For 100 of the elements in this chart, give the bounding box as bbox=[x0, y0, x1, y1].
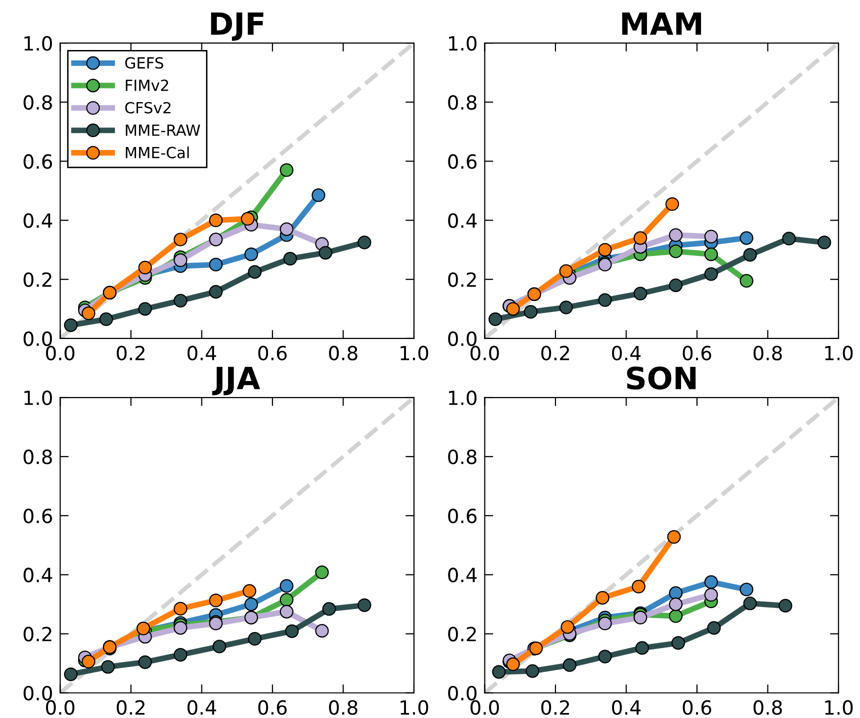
point bbox=[136, 622, 150, 636]
point bbox=[174, 602, 188, 616]
point bbox=[174, 648, 188, 662]
x-tick-label: 0.8 bbox=[754, 700, 782, 715]
y-tick-label: 0.2 bbox=[448, 272, 476, 288]
point bbox=[778, 598, 792, 613]
point bbox=[782, 232, 796, 246]
point bbox=[632, 580, 646, 594]
point bbox=[704, 588, 718, 602]
point bbox=[280, 604, 294, 618]
point bbox=[818, 236, 832, 250]
point bbox=[248, 632, 262, 646]
y-tick-label: 1.0 bbox=[448, 36, 476, 51]
point bbox=[743, 248, 757, 262]
x-tick-label: 1.0 bbox=[825, 346, 853, 360]
point bbox=[743, 596, 757, 610]
x-tick-label: 1.0 bbox=[825, 700, 853, 715]
y-tick-label: 0.4 bbox=[448, 568, 477, 582]
x-tick-label: 0.8 bbox=[754, 346, 782, 360]
point bbox=[668, 244, 683, 258]
point bbox=[322, 602, 336, 616]
point bbox=[668, 586, 683, 600]
point bbox=[280, 222, 294, 236]
point bbox=[635, 641, 649, 655]
point bbox=[244, 247, 258, 262]
point bbox=[560, 620, 574, 634]
point bbox=[174, 294, 188, 308]
point bbox=[64, 318, 78, 332]
point bbox=[596, 590, 610, 605]
point bbox=[209, 284, 223, 299]
x-tick-label: 0.4 bbox=[188, 700, 216, 715]
point bbox=[559, 264, 573, 278]
point bbox=[315, 624, 329, 638]
x-tick-label: 0.8 bbox=[329, 346, 358, 360]
x-tick-label: 1.0 bbox=[400, 700, 428, 715]
point bbox=[174, 232, 188, 246]
point bbox=[704, 575, 718, 589]
point bbox=[668, 597, 683, 612]
point bbox=[668, 228, 683, 242]
chart-title: DJF bbox=[211, 12, 264, 41]
point bbox=[358, 598, 372, 612]
point bbox=[99, 312, 113, 326]
point bbox=[244, 597, 258, 612]
point bbox=[506, 302, 520, 316]
point bbox=[598, 650, 612, 664]
point bbox=[82, 306, 96, 320]
point bbox=[283, 252, 297, 266]
legend-label: MME-Cal bbox=[126, 146, 189, 158]
legend-label: FIMv2 bbox=[126, 80, 168, 91]
legend-label: CFSv2 bbox=[125, 102, 170, 114]
y-tick-label: 0.8 bbox=[24, 95, 52, 110]
y-tick-label: 0.2 bbox=[24, 272, 52, 288]
y-tick-label: 0.6 bbox=[24, 154, 52, 169]
y-tick-label: 0.0 bbox=[24, 686, 52, 701]
x-tick-label: 0.6 bbox=[682, 700, 712, 715]
y-tick-label: 1.0 bbox=[448, 390, 476, 406]
point bbox=[562, 658, 576, 672]
x-tick-label: 0.6 bbox=[682, 346, 712, 360]
point bbox=[740, 274, 754, 288]
y-tick-label: 0.2 bbox=[448, 626, 476, 642]
point bbox=[492, 665, 506, 679]
point bbox=[174, 621, 188, 635]
point bbox=[506, 657, 520, 672]
point bbox=[704, 230, 718, 244]
legend-label: GEFS bbox=[125, 57, 164, 69]
point bbox=[668, 609, 683, 623]
point bbox=[559, 300, 573, 314]
y-tick-label: 1.0 bbox=[24, 36, 52, 51]
x-tick-label: 0.0 bbox=[46, 700, 74, 715]
point bbox=[209, 258, 223, 272]
point bbox=[668, 278, 683, 292]
point bbox=[138, 302, 152, 316]
y-tick-label: 0.0 bbox=[448, 331, 476, 346]
y-tick-label: 0.4 bbox=[448, 213, 477, 228]
x-tick-label: 1.0 bbox=[400, 346, 428, 360]
x-tick-label: 0.2 bbox=[116, 346, 144, 360]
point bbox=[240, 212, 255, 226]
y-tick-label: 0.6 bbox=[448, 154, 477, 169]
point bbox=[285, 624, 299, 638]
point bbox=[665, 197, 680, 211]
x-tick-label: 0.0 bbox=[470, 346, 499, 360]
point bbox=[138, 655, 152, 669]
point bbox=[209, 213, 223, 228]
y-tick-label: 0.4 bbox=[24, 568, 52, 582]
y-tick-label: 0.6 bbox=[24, 508, 52, 524]
point bbox=[704, 247, 718, 262]
point bbox=[740, 582, 754, 596]
point bbox=[598, 243, 612, 257]
x-tick-label: 0.2 bbox=[541, 700, 569, 715]
x-tick-label: 0.2 bbox=[541, 346, 569, 360]
point bbox=[138, 260, 152, 274]
chart-title: SON bbox=[627, 366, 696, 390]
point bbox=[101, 660, 115, 674]
y-tick-label: 0.8 bbox=[24, 450, 52, 464]
point bbox=[488, 312, 502, 326]
point bbox=[667, 530, 681, 544]
point bbox=[704, 267, 718, 281]
point bbox=[280, 579, 294, 593]
x-tick-label: 0.4 bbox=[612, 346, 641, 360]
point bbox=[634, 610, 648, 624]
